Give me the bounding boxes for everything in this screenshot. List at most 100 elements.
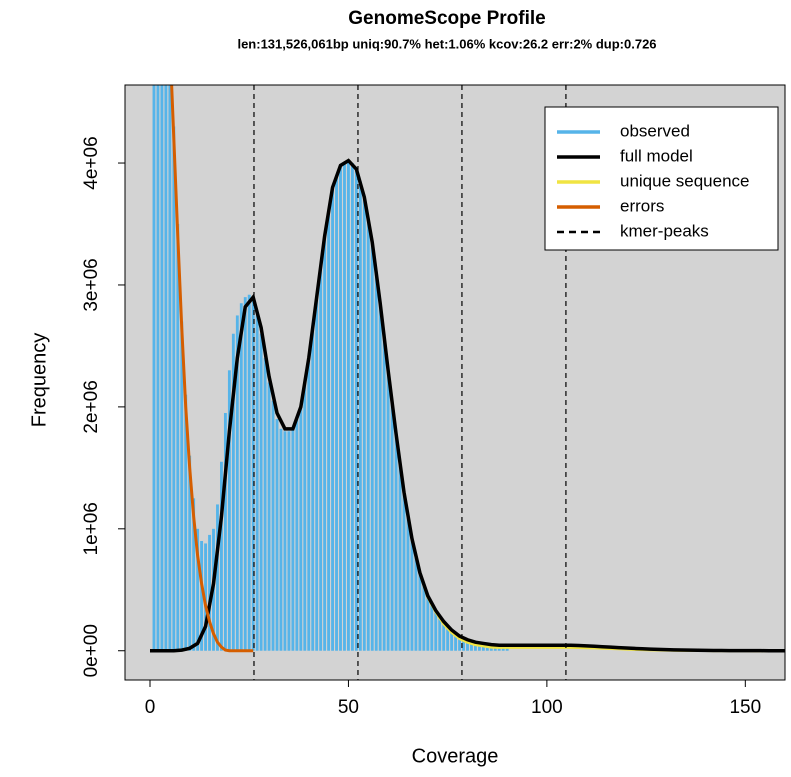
histogram-bar <box>386 370 390 651</box>
histogram-bar <box>378 303 382 651</box>
histogram-bar <box>156 85 160 651</box>
histogram-bar <box>243 297 247 651</box>
histogram-bar <box>172 126 176 651</box>
histogram-bar <box>196 528 200 651</box>
histogram-bar <box>466 642 469 651</box>
histogram-bar <box>489 647 493 651</box>
histogram-bar <box>291 428 295 651</box>
histogram-bar <box>422 584 426 651</box>
histogram-bar <box>311 327 315 651</box>
histogram-bar <box>307 358 311 651</box>
legend-label: errors <box>620 196 664 215</box>
histogram-bar <box>501 647 505 651</box>
legend-label: full model <box>620 146 693 165</box>
histogram-bar <box>426 595 430 651</box>
histogram-bar <box>180 321 184 651</box>
histogram-bar <box>450 632 454 651</box>
histogram-bar <box>239 303 243 651</box>
histogram-bar <box>350 163 354 651</box>
legend-label: observed <box>620 121 690 140</box>
legend-label: kmer-peaks <box>620 221 709 240</box>
histogram-bar <box>394 431 398 651</box>
chart-title: GenomeScope Profile <box>348 8 545 29</box>
plot-frame <box>124 84 786 681</box>
histogram-bar <box>374 272 378 651</box>
histogram-bar <box>370 242 374 651</box>
histogram-bar <box>287 431 291 651</box>
histogram-bar <box>493 647 497 651</box>
histogram-bar <box>418 572 422 651</box>
histogram-bar <box>362 199 366 651</box>
legend: observed full model unique sequence errors k… <box>544 106 779 251</box>
histogram-bar <box>279 428 283 651</box>
histogram-bar <box>235 315 239 651</box>
model-line <box>150 158 785 653</box>
histogram-bar <box>208 534 211 651</box>
histogram-bar <box>474 644 477 651</box>
histogram-bar <box>414 555 418 651</box>
histogram-bar <box>458 638 461 651</box>
histogram-bar <box>271 400 275 651</box>
histogram-bar <box>327 211 331 651</box>
histogram-bar <box>331 187 334 651</box>
histogram-bar <box>263 358 267 651</box>
histogram-bar <box>470 643 473 651</box>
histogram-bar <box>339 165 342 651</box>
histogram-bar <box>442 623 446 651</box>
x-axis-label: Coverage <box>412 745 499 767</box>
y-tick-label: 2e+06 <box>81 380 102 433</box>
legend-label: unique sequence <box>620 171 750 190</box>
histogram-bar <box>216 504 219 651</box>
histogram-bar <box>354 169 358 651</box>
histogram-bar <box>231 333 235 651</box>
y-axis-label: Frequency <box>28 333 50 428</box>
histogram-bar <box>204 543 207 651</box>
legend-box <box>544 106 779 251</box>
x-tick-label: 150 <box>729 697 761 718</box>
histogram-bar <box>251 299 255 651</box>
histogram-bar <box>295 419 299 651</box>
histogram-bar <box>366 217 370 651</box>
histogram-bar <box>343 163 346 651</box>
histogram-bar <box>485 646 489 651</box>
histogram-bar <box>152 85 156 651</box>
histogram-bar <box>315 297 319 651</box>
histogram-bar <box>347 160 350 651</box>
x-tick-label: 0 <box>145 697 156 718</box>
histogram-bar <box>247 294 251 651</box>
x-tick-label: 50 <box>338 697 359 718</box>
histogram-bar <box>299 406 303 651</box>
histogram-bar <box>462 640 465 651</box>
histogram-bar <box>267 382 271 651</box>
histogram-bar <box>434 611 438 651</box>
histogram-bar <box>438 617 442 651</box>
histogram-bar <box>497 647 501 651</box>
histogram-bar <box>410 538 414 651</box>
histogram-bar <box>477 645 481 651</box>
histogram-bar <box>227 370 231 651</box>
histogram-bar <box>223 412 227 651</box>
histogram-bar <box>446 628 450 651</box>
histogram-bar <box>192 498 196 651</box>
histogram-bar <box>160 85 164 651</box>
histogram-bar <box>406 516 410 651</box>
histogram-bar <box>358 181 362 651</box>
histogram-bar <box>319 266 323 651</box>
histogram-bar <box>323 236 327 651</box>
histogram-bar <box>454 636 458 651</box>
histogram-bar <box>481 645 485 651</box>
histogram-bar <box>220 461 223 651</box>
histogram-bar <box>303 382 307 651</box>
histogram-bar <box>335 175 338 651</box>
histogram-bar <box>390 400 394 651</box>
x-tick-label: 100 <box>531 697 563 718</box>
histogram-bar <box>168 85 172 651</box>
histogram-bar <box>275 419 279 651</box>
histogram-bar <box>283 431 287 651</box>
histogram-bar <box>188 455 192 651</box>
histogram-bar <box>430 604 434 651</box>
plot-area <box>150 85 785 680</box>
histogram-bar <box>184 394 188 651</box>
histogram-bar <box>402 492 406 651</box>
